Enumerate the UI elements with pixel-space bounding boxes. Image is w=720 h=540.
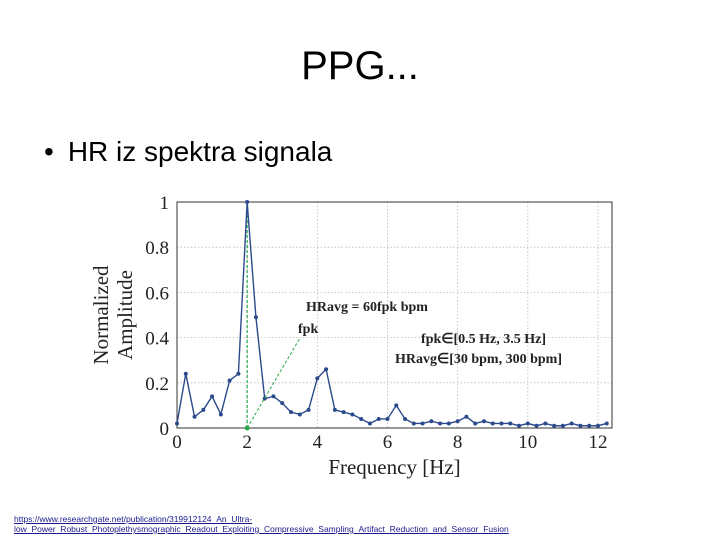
data-point <box>394 403 399 408</box>
y-tick-label: 0.8 <box>145 238 169 259</box>
data-point <box>183 371 188 376</box>
tick-labels: 0 2 4 6 8 10 12 0 0.2 0.4 0.6 0.8 1 <box>145 193 607 453</box>
y-tick-label: 1 <box>160 193 170 214</box>
data-point <box>411 421 416 426</box>
bullet-item: • HR iz spektra signala <box>44 136 332 168</box>
data-point <box>306 407 311 412</box>
y-tick-label: 0.4 <box>145 329 169 350</box>
data-point <box>289 410 294 415</box>
data-point <box>499 421 504 426</box>
x-tick-label: 0 <box>172 432 182 453</box>
annotation-fpk-range: fpk∈[0.5 Hz, 3.5 Hz] <box>421 332 546 347</box>
annotation-hr-formula: HRavg = 60fpk bpm <box>306 300 428 315</box>
data-point <box>324 367 329 372</box>
data-point <box>376 416 381 421</box>
data-point <box>297 412 302 417</box>
y-axis-label-line: Amplitude <box>113 270 137 360</box>
data-point <box>175 421 179 426</box>
data-point <box>236 371 241 376</box>
grid <box>176 201 612 429</box>
data-point <box>280 401 285 406</box>
source-link[interactable]: https://www.researchgate.net/publication… <box>14 514 509 534</box>
data-point <box>359 416 364 421</box>
data-point <box>534 423 539 428</box>
x-tick-label: 2 <box>242 432 252 453</box>
y-axis-label: NormalizedAmplitude <box>89 265 137 365</box>
data-point <box>385 416 390 421</box>
data-point <box>245 200 250 204</box>
y-tick-label: 0 <box>160 419 170 440</box>
data-point <box>464 414 469 419</box>
data-point <box>473 421 478 426</box>
data-point <box>604 421 609 426</box>
data-point <box>227 378 232 383</box>
data-point <box>490 421 495 426</box>
data-point <box>446 421 451 426</box>
annotation-fpk-label: fpk <box>298 322 318 337</box>
data-point <box>332 407 337 412</box>
data-point <box>315 376 320 381</box>
y-tick-label: 0.6 <box>145 283 169 304</box>
data-point <box>552 423 557 428</box>
data-point <box>578 423 583 428</box>
slide-title: PPG... <box>301 44 419 88</box>
x-tick-label: 12 <box>588 432 607 453</box>
data-point <box>525 421 530 426</box>
data-point <box>271 394 276 399</box>
x-tick-label: 6 <box>383 432 393 453</box>
x-axis-label: Frequency [Hz] <box>328 455 460 479</box>
data-point <box>455 419 460 424</box>
data-point <box>218 412 223 417</box>
data-point <box>595 423 600 428</box>
data-point <box>341 410 346 415</box>
bullet-dot-icon: • <box>44 136 54 167</box>
data-point <box>192 414 197 419</box>
data-point <box>560 423 565 428</box>
y-axis-label-line: Normalized <box>89 265 113 365</box>
annotations: HRavg = 60fpk bpm fpk fpk∈[0.5 Hz, 3.5 Hz]… <box>246 300 562 429</box>
y-tick-label: 0.2 <box>145 374 169 395</box>
x-tick-label: 10 <box>518 432 537 453</box>
plot-frame <box>176 201 613 429</box>
data-point <box>201 407 206 412</box>
x-tick-label: 8 <box>453 432 463 453</box>
data-point <box>569 421 574 426</box>
data-point <box>367 421 372 426</box>
data-point <box>587 423 592 428</box>
data-point <box>543 421 548 426</box>
data-point <box>420 421 425 426</box>
bullet-text: HR iz spektra signala <box>67 136 333 167</box>
x-tick-label: 4 <box>313 432 323 453</box>
data-point <box>508 421 513 426</box>
data-point <box>253 315 258 320</box>
data-point <box>350 412 355 417</box>
data-point <box>210 394 215 399</box>
fpk-pointer-line <box>246 337 301 429</box>
data-point <box>403 416 408 421</box>
data-point <box>481 419 486 424</box>
data-point <box>517 423 522 428</box>
data-point <box>429 419 434 424</box>
series-line <box>175 200 609 428</box>
data-point <box>438 421 443 426</box>
annotation-hr-range: HRavg∈[30 bpm, 300 bpm] <box>395 352 562 367</box>
